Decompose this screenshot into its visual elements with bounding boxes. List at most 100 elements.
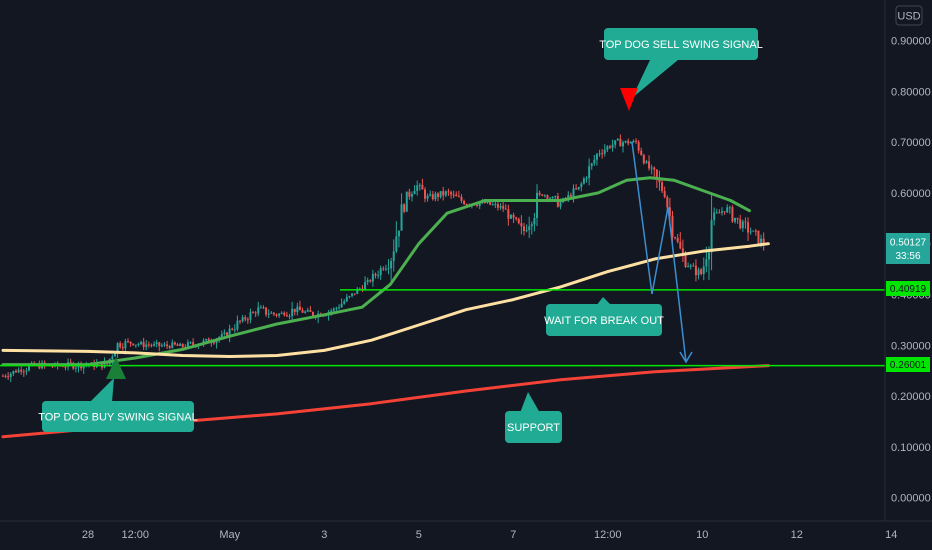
candle-body: [278, 313, 281, 316]
candle-body: [51, 365, 54, 367]
candle-body: [4, 375, 7, 377]
candle-body: [348, 296, 351, 298]
candle-body: [517, 218, 520, 224]
candle-body: [176, 344, 179, 346]
candle-body: [593, 159, 596, 164]
candle-body: [645, 161, 648, 164]
candle-body: [285, 315, 288, 317]
x-tick-label: 3: [321, 529, 327, 541]
candle-body: [674, 237, 677, 239]
candle-body: [603, 149, 606, 154]
candle-body: [702, 266, 705, 274]
candle-body: [171, 342, 174, 349]
candle-body: [239, 320, 242, 322]
candle-body: [515, 217, 518, 219]
candle-body: [74, 367, 77, 369]
candle-body: [624, 140, 627, 143]
candle-body: [489, 201, 492, 205]
candle-body: [270, 312, 273, 314]
y-tick-label: 0.80000: [891, 86, 931, 98]
candle-body: [582, 178, 585, 184]
candle-body: [387, 268, 390, 270]
candle-body: [450, 192, 453, 195]
candle-body: [546, 195, 549, 199]
breakout-label: WAIT FOR BREAK OUT: [544, 315, 664, 327]
candle-body: [572, 188, 575, 197]
currency-button[interactable]: USD: [895, 5, 923, 26]
candle-body: [663, 191, 666, 198]
candle-body: [444, 191, 447, 196]
candle-body: [429, 194, 432, 196]
candle-body: [731, 207, 734, 222]
candle-body: [186, 342, 189, 348]
price-scale-panel[interactable]: [885, 0, 932, 550]
candle-body: [423, 189, 426, 199]
candle-body: [22, 371, 25, 373]
candle-body: [249, 312, 252, 320]
support-callout[interactable]: SUPPORT: [505, 392, 562, 443]
candle-body: [640, 150, 643, 155]
candle-body: [225, 332, 228, 336]
candle-body: [377, 275, 380, 277]
candle-body: [340, 303, 343, 308]
candle-body: [525, 230, 528, 232]
candle-body: [306, 310, 309, 312]
candle-body: [601, 153, 604, 155]
candle-body: [121, 347, 124, 349]
candle-body: [254, 312, 257, 314]
current-price-value: 0.50127: [890, 238, 927, 249]
candle-body: [236, 320, 239, 330]
projection-path[interactable]: [631, 141, 687, 363]
candle-body: [681, 248, 684, 256]
candle-body: [403, 204, 406, 212]
candle-body: [241, 317, 244, 322]
candle-body: [69, 362, 72, 364]
buy-signal-callout[interactable]: TOP DOG BUY SWING SIGNAL: [38, 378, 198, 432]
candle-body: [549, 198, 552, 200]
candle-body: [395, 236, 398, 252]
candle-body: [697, 269, 700, 276]
candle-body: [335, 307, 338, 309]
candle-body: [283, 312, 286, 316]
y-tick-label: 0.00000: [891, 493, 931, 505]
x-tick-label: May: [219, 529, 240, 541]
candle-body: [153, 343, 156, 346]
candle-body: [134, 344, 137, 346]
candle-body: [590, 163, 593, 167]
candle-body: [760, 238, 763, 244]
candle-body: [288, 315, 291, 317]
time-scale-ticks[interactable]: 28 12:00 May 3 5 7 12:00 10 12 14: [82, 529, 898, 541]
candle-body: [1, 375, 4, 377]
candle-body: [437, 193, 440, 198]
breakout-callout[interactable]: WAIT FOR BREAK OUT: [544, 297, 664, 336]
x-tick-label: 10: [696, 529, 708, 541]
candle-body: [442, 191, 445, 196]
candle-body: [25, 370, 28, 372]
price-scale-ticks: 0.900000.800000.700000.600000.500000.400…: [891, 36, 931, 505]
candle-body: [551, 196, 554, 199]
candle-body: [181, 344, 184, 348]
candle-body: [632, 140, 635, 143]
candle-body: [486, 201, 489, 204]
y-tick-label: 0.60000: [891, 188, 931, 200]
candle-body: [137, 343, 140, 345]
candle-body: [463, 200, 466, 205]
candle-body: [595, 154, 598, 160]
candle-body: [585, 178, 588, 180]
candle-body: [382, 268, 385, 270]
candle-body: [752, 230, 755, 232]
candle-body: [371, 273, 374, 282]
candle-body: [158, 342, 161, 347]
candle-body: [142, 342, 145, 347]
candle-body: [374, 273, 377, 276]
candle-body: [720, 211, 723, 213]
x-tick-label: 5: [416, 529, 422, 541]
sell-signal-callout[interactable]: TOP DOG SELL SWING SIGNAL: [599, 28, 763, 98]
candle-body: [530, 224, 533, 227]
candle-body: [679, 241, 682, 249]
candle-body: [233, 329, 236, 331]
candle-body: [559, 202, 562, 207]
candle-body: [502, 205, 505, 209]
candle-body: [244, 317, 247, 320]
